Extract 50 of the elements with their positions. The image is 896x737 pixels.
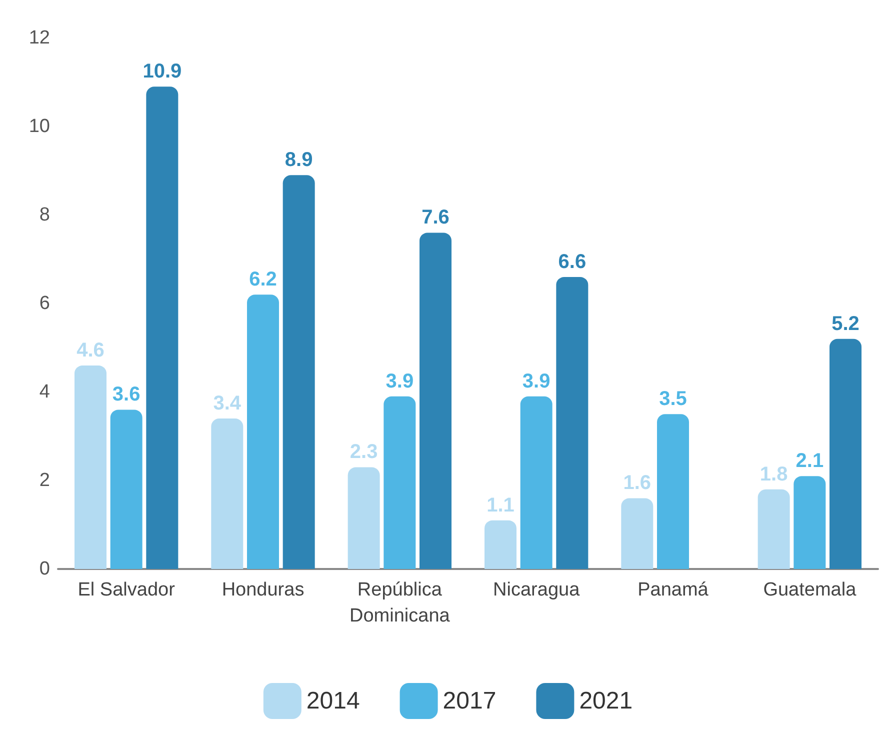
bar <box>830 338 862 569</box>
x-tick-label: Honduras <box>222 580 304 600</box>
bar <box>247 294 279 569</box>
x-tick-label: Guatemala <box>763 580 857 600</box>
data-label: 3.6 <box>112 384 140 406</box>
data-label: 8.9 <box>284 149 313 172</box>
bar <box>348 467 380 569</box>
data-label: 3.9 <box>386 370 414 392</box>
data-label: 3.4 <box>213 392 242 415</box>
bar <box>794 476 826 569</box>
data-label: 3.5 <box>659 388 687 410</box>
y-tick-label: 12 <box>28 28 50 48</box>
x-tick-label: El Salvador <box>78 580 176 600</box>
bar <box>74 365 106 569</box>
bar <box>110 410 142 569</box>
data-label: 3.9 <box>522 370 550 392</box>
legend-label: 2014 <box>306 688 360 714</box>
bar <box>146 86 178 569</box>
bar <box>282 175 315 569</box>
data-label: 1.1 <box>486 494 514 516</box>
x-tick-label: Nicaragua <box>493 580 580 600</box>
bar <box>621 498 654 569</box>
bar <box>384 396 416 569</box>
data-label: 6.2 <box>249 268 277 291</box>
data-label: 1.8 <box>760 463 788 486</box>
legend-label: 2021 <box>579 688 633 714</box>
y-tick-label: 0 <box>39 558 50 580</box>
data-label: 5.2 <box>832 312 860 335</box>
y-tick-label: 10 <box>28 116 50 137</box>
y-tick-label: 2 <box>39 470 50 491</box>
y-tick-label: 6 <box>39 293 50 314</box>
bar <box>484 520 516 569</box>
y-tick-label: 8 <box>39 204 50 226</box>
data-label: 10.9 <box>142 60 182 83</box>
bar <box>758 489 790 569</box>
data-label: 7.6 <box>422 206 450 229</box>
legend-label: 2017 <box>442 688 496 714</box>
bar <box>211 418 244 569</box>
data-label: 1.6 <box>623 472 652 494</box>
x-tick-label: Panamá <box>638 580 709 600</box>
bar <box>556 276 588 569</box>
bar <box>420 232 452 569</box>
data-label: 2.3 <box>350 441 378 464</box>
data-label: 6.6 <box>558 250 586 273</box>
y-tick-label: 4 <box>39 382 50 402</box>
data-label: 2.1 <box>796 450 824 472</box>
x-tick-label: República Dominicana <box>350 580 450 626</box>
bar <box>657 414 689 569</box>
data-label: 4.6 <box>76 339 104 362</box>
bar <box>520 396 552 569</box>
